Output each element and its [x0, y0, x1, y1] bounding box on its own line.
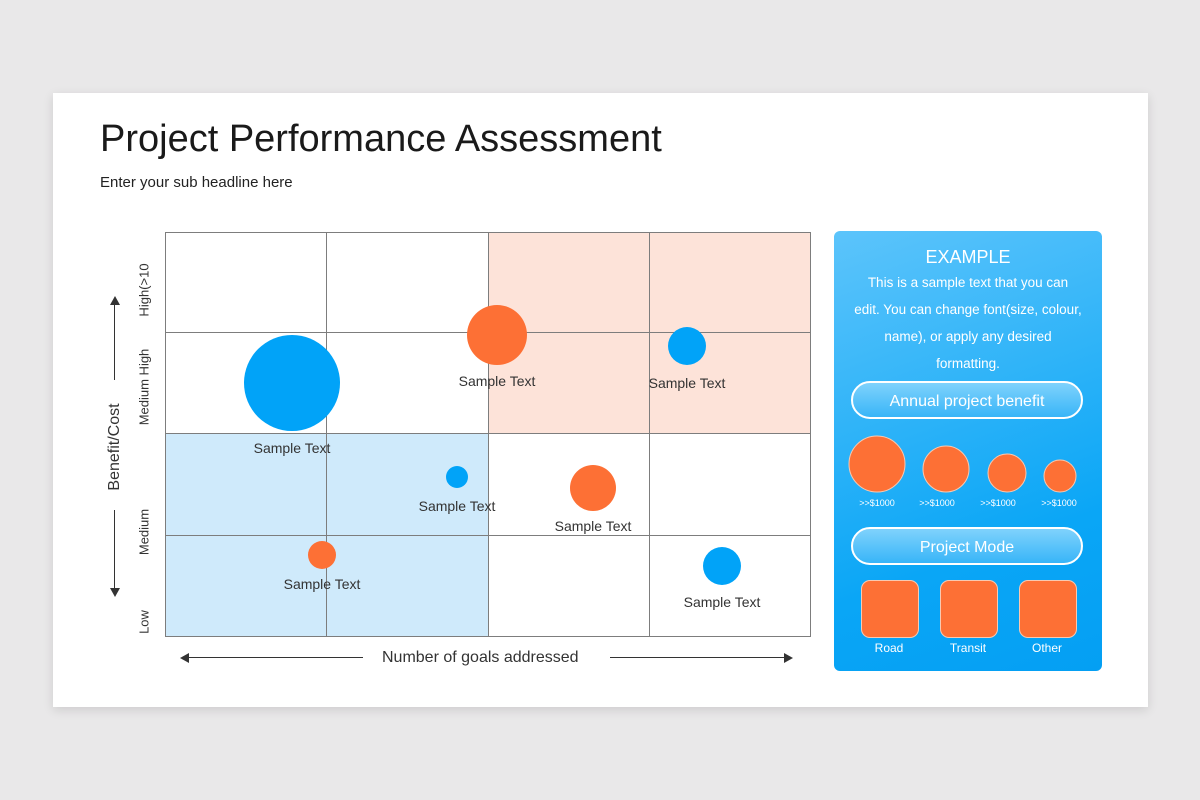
bubble-blue	[668, 327, 706, 365]
mode-label-road: Road	[874, 641, 904, 655]
page-subtitle: Enter your sub headline here	[100, 174, 293, 191]
x-axis-arrow-left	[185, 657, 363, 658]
bubble-label: Sample Text	[554, 518, 632, 534]
x-axis-label: Number of goals addressed	[382, 649, 579, 666]
benefit-label: >>$1000	[980, 498, 1016, 508]
annual-benefit-button[interactable]: Annual project benefit	[851, 381, 1083, 419]
down-arrowhead-icon	[110, 588, 120, 597]
bubble-label: Sample Text	[418, 498, 496, 514]
benefit-circle-xl	[848, 435, 906, 493]
benefit-circle-l	[922, 445, 970, 493]
y-axis-arrow-up	[114, 300, 115, 380]
bubble-label: Sample Text	[683, 594, 761, 610]
matrix-cell	[649, 433, 811, 536]
left-arrowhead-icon	[180, 653, 189, 663]
matrix-cell	[326, 232, 489, 333]
bubble-blue	[244, 335, 340, 431]
bubble-blue	[446, 466, 468, 488]
bubble-orange	[308, 541, 336, 569]
mode-transit-square	[940, 580, 998, 638]
mode-other-square	[1019, 580, 1077, 638]
y-axis-arrow-down	[114, 510, 115, 590]
matrix-cell	[649, 535, 811, 637]
matrix-cell	[165, 232, 327, 333]
mode-label-other: Other	[1031, 641, 1063, 655]
bubble-orange	[467, 305, 527, 365]
bubble-orange	[570, 465, 616, 511]
y-level-label: Low	[136, 610, 152, 634]
bubble-label: Sample Text	[648, 375, 726, 391]
legend-panel: EXAMPLE This is a sample text that you c…	[834, 231, 1102, 671]
bubble-label: Sample Text	[283, 576, 361, 592]
panel-heading: EXAMPLE	[925, 247, 1011, 267]
benefit-label: >>$1000	[1041, 498, 1077, 508]
up-arrowhead-icon	[110, 296, 120, 305]
bubble-label: Sample Text	[458, 373, 536, 389]
x-axis-arrow-right	[610, 657, 786, 658]
project-mode-button[interactable]: Project Mode	[851, 527, 1083, 565]
right-arrowhead-icon	[784, 653, 793, 663]
bubble-label: Sample Text	[253, 440, 331, 456]
y-level-label: High(>10	[136, 263, 152, 317]
matrix-cell	[488, 535, 650, 637]
benefit-circle-m	[987, 453, 1027, 493]
benefit-label: >>$1000	[859, 498, 895, 508]
bubble-blue	[703, 547, 741, 585]
y-axis-label: Benefit/Cost	[106, 403, 123, 491]
mode-road-square	[861, 580, 919, 638]
panel-body: This is a sample text that you can edit.…	[854, 275, 1082, 371]
mode-label-transit: Transit	[949, 641, 987, 655]
benefit-label: >>$1000	[919, 498, 955, 508]
y-level-label: Medium High	[136, 348, 152, 426]
page-title: Project Performance Assessment	[100, 118, 662, 160]
benefit-circle-s	[1043, 459, 1077, 493]
y-level-label: Medium	[136, 508, 152, 556]
matrix-cell	[649, 232, 811, 333]
